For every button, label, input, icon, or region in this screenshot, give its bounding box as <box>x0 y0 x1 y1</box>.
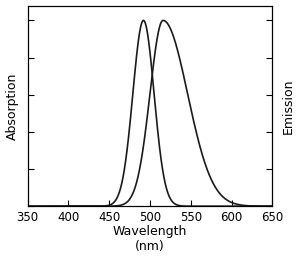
Y-axis label: Emission: Emission <box>281 78 294 134</box>
Y-axis label: Absorption: Absorption <box>6 72 19 140</box>
X-axis label: Wavelength
(nm): Wavelength (nm) <box>113 225 187 254</box>
